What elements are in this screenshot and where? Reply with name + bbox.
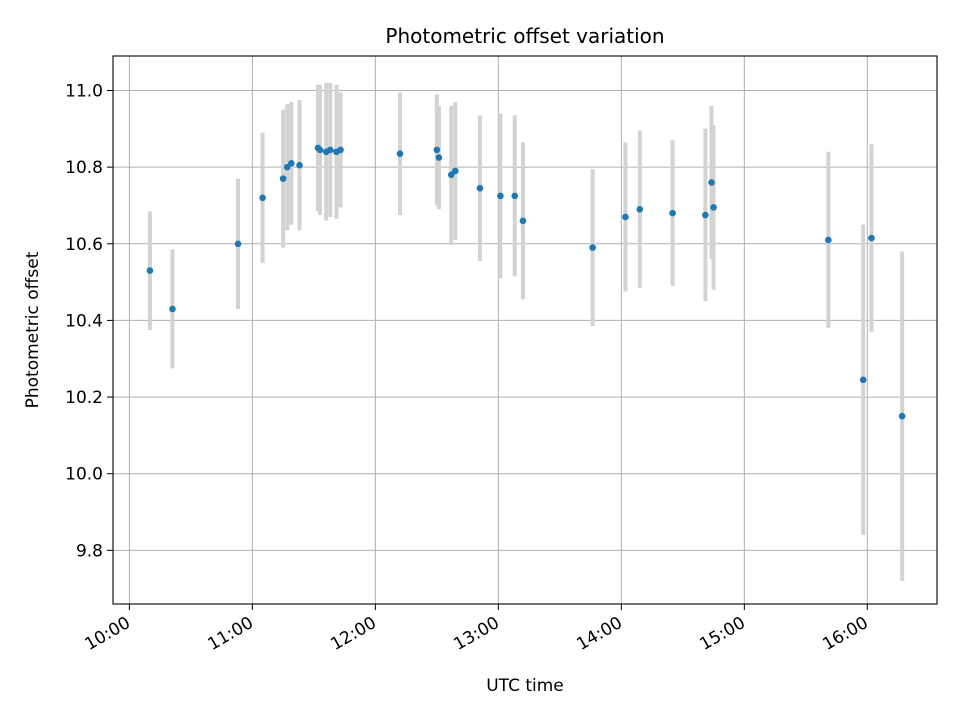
y-tick-label: 10.8: [65, 158, 103, 178]
data-point: [898, 412, 906, 420]
data-point: [519, 217, 527, 225]
data-point: [589, 244, 596, 251]
data-point: [326, 146, 334, 154]
data-point: [511, 192, 519, 200]
data-point: [279, 175, 287, 182]
data-point: [234, 240, 242, 248]
data-point: [146, 267, 154, 274]
chart-title: Photometric offset variation: [385, 24, 664, 48]
data-point: [622, 213, 629, 221]
y-tick-label: 10.4: [65, 311, 103, 331]
plot-frame: [112, 55, 938, 605]
data-point: [169, 305, 176, 313]
data-point: [259, 194, 266, 202]
y-tick-label: 10.6: [65, 235, 103, 255]
data-point: [288, 160, 295, 167]
data-point: [825, 236, 832, 244]
data-point: [497, 192, 504, 200]
data-point: [708, 179, 715, 186]
y-axis-title: Photometric offset: [23, 251, 43, 408]
data-point: [669, 209, 676, 217]
data-point: [296, 161, 303, 169]
data-point: [868, 234, 875, 242]
data-points: [146, 144, 906, 420]
data-point: [710, 204, 717, 211]
y-tick-label: 11.0: [65, 81, 103, 101]
data-point: [316, 146, 324, 154]
y-tick-label: 9.8: [76, 541, 103, 561]
data-point: [435, 154, 443, 161]
grid: [113, 56, 937, 604]
data-point: [702, 211, 709, 219]
y-tick-label: 10.0: [65, 465, 103, 485]
data-point: [859, 376, 867, 384]
data-point: [476, 184, 484, 192]
x-axis-title: UTC time: [486, 676, 564, 696]
data-point: [636, 205, 644, 213]
data-point: [396, 150, 404, 158]
data-point: [452, 167, 459, 175]
data-point: [337, 146, 344, 154]
data-point: [433, 146, 441, 154]
y-tick-label: 10.2: [65, 388, 103, 408]
